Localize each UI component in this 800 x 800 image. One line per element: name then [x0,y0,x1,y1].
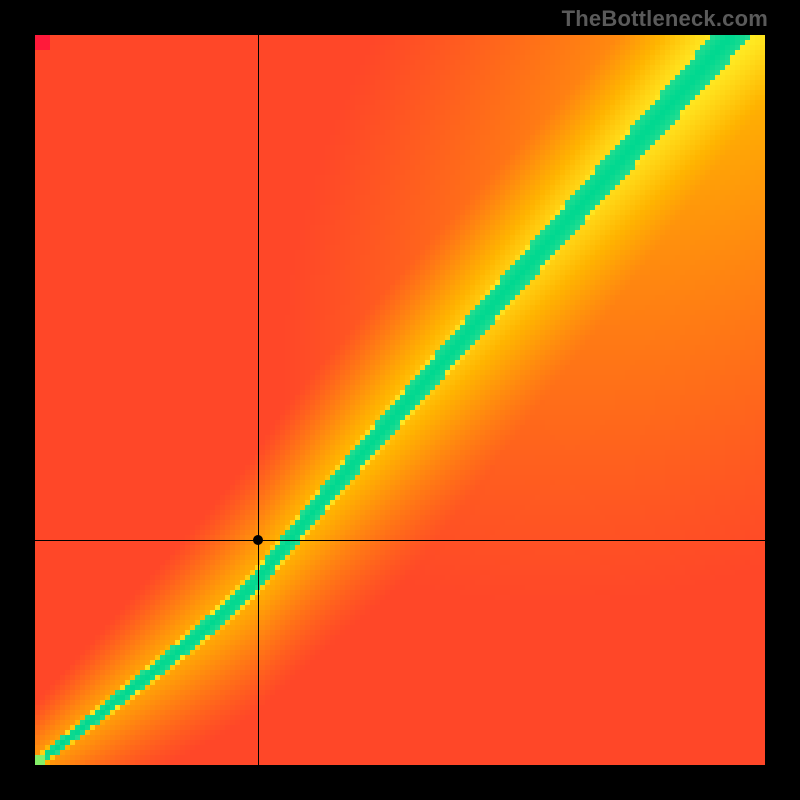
bottleneck-heatmap-plot [35,35,765,765]
marker-dot [253,535,263,545]
watermark-text: TheBottleneck.com [562,6,768,32]
crosshair-horizontal [35,540,765,541]
crosshair-vertical [258,35,259,765]
heatmap-canvas [35,35,765,765]
